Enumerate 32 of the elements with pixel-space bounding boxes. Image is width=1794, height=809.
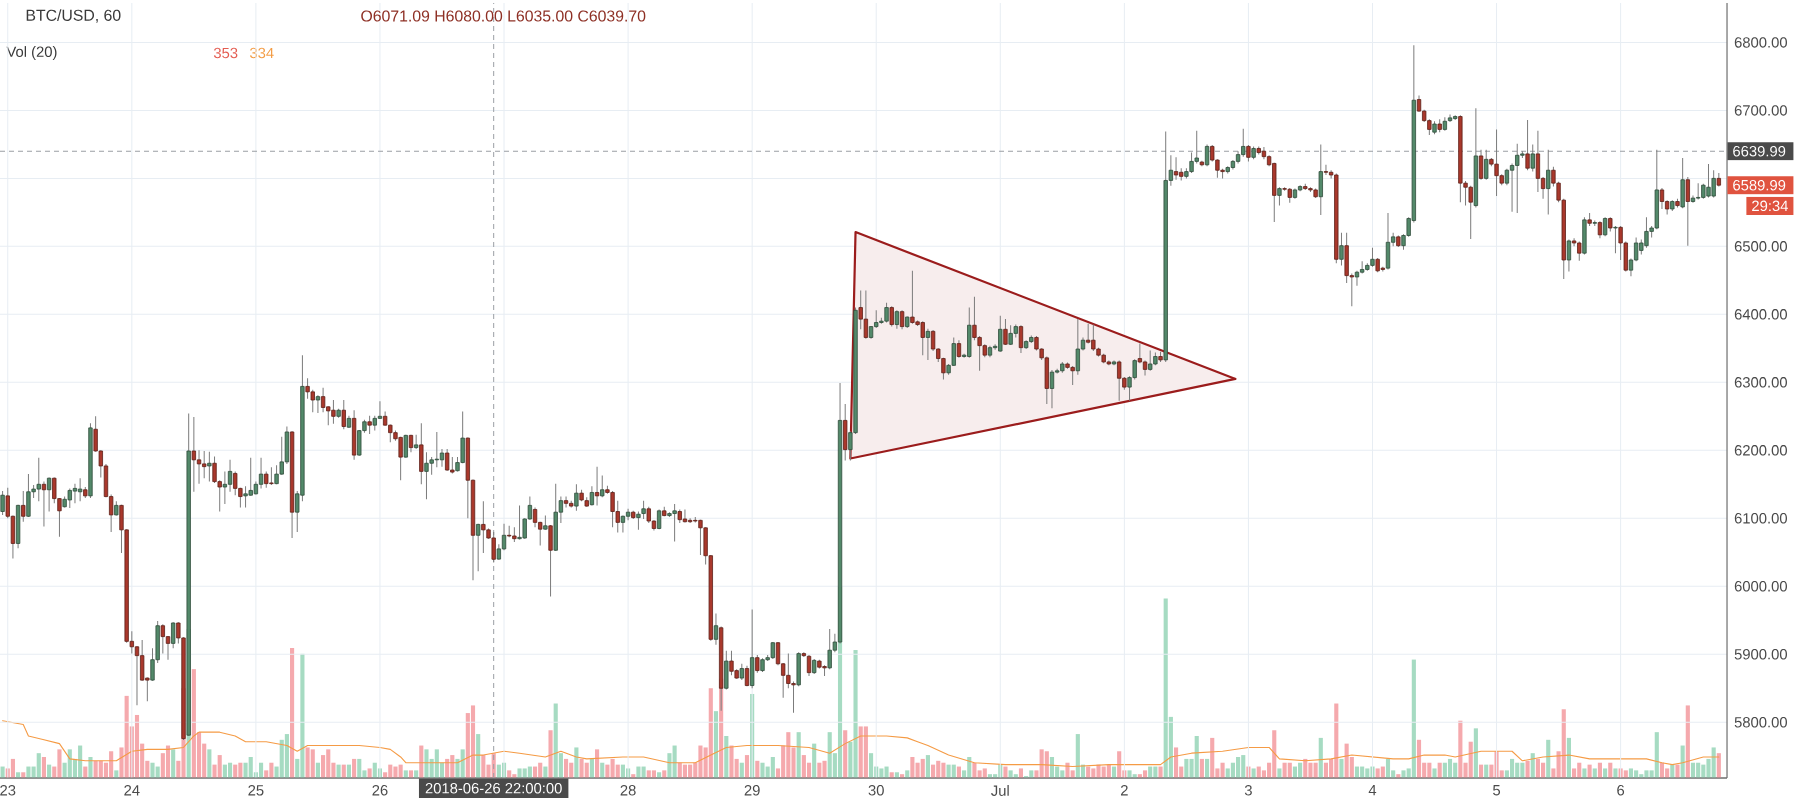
y-tick-label: 6400.00	[1734, 309, 1787, 320]
ref-line-label: 6639.99	[1733, 145, 1786, 157]
y-tick-label: 6500.00	[1734, 241, 1787, 252]
y-tick-label: 5900.00	[1734, 649, 1787, 660]
chart-title: BTC/USD, 60	[26, 9, 121, 23]
y-tick-label: 6300.00	[1734, 377, 1787, 388]
x-tick-label: 29	[744, 785, 760, 796]
y-tick-label: 6000.00	[1734, 581, 1787, 592]
chart-title: Vol (20)	[6, 46, 57, 60]
y-tick-label: 6200.00	[1734, 445, 1787, 456]
annotation: 353	[213, 47, 238, 59]
chart-subtitle: O6071.09 H6080.00 L6035.00 C6039.70	[361, 10, 646, 22]
x-tick-label: 28	[620, 785, 636, 796]
y-tick-label: 6800.00	[1734, 37, 1787, 48]
text: 29:34	[1752, 200, 1788, 212]
text: 6589.99	[1733, 179, 1786, 191]
x-tick-label: 30	[868, 785, 884, 796]
x-tick-label: 24	[124, 785, 140, 796]
y-tick-label: 5800.00	[1734, 717, 1787, 728]
x-tick-label: Jul	[991, 785, 1009, 796]
annotation: 334	[250, 47, 274, 59]
x-tick-label: 23	[0, 785, 16, 796]
y-tick-label: 6100.00	[1734, 513, 1787, 524]
x-tick-label: 3	[1244, 785, 1252, 796]
x-tick-label: 2	[1120, 785, 1128, 796]
x-tick-label: 4	[1368, 785, 1377, 796]
x-tick-label: 5	[1493, 785, 1501, 796]
x-tick-label: 25	[248, 785, 264, 796]
x-tick-label: 6	[1617, 785, 1625, 796]
x-tick-label: 26	[372, 785, 388, 796]
y-tick-label: 6700.00	[1734, 105, 1787, 116]
ref-line-label: 2018-06-26 22:00:00	[425, 782, 562, 794]
